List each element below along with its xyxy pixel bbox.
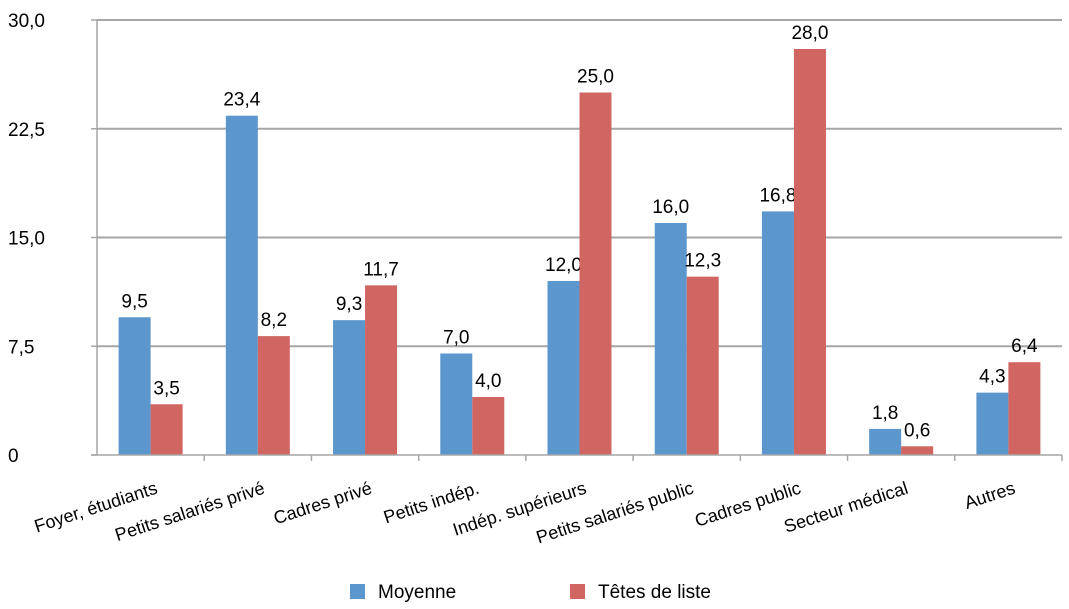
y-tick-label: 7,5	[8, 337, 34, 358]
data-label-moyenne-petits-indep: 7,0	[443, 328, 469, 349]
x-category-label-secteur-medical: Secteur médical	[781, 478, 910, 537]
legend-label-moyenne: Moyenne	[378, 582, 456, 603]
y-axis: 0 7,5 15,0 22,5 30,0	[8, 11, 98, 467]
data-label-moyenne-foyer-etudiants: 9,5	[121, 291, 147, 312]
bar-tetes-de-liste-foyer-etudiants	[150, 404, 183, 455]
data-label-moyenne-petits-salaries-public: 16,0	[652, 197, 689, 218]
bar-moyenne-cadres-public	[761, 211, 794, 455]
legend: Moyenne Têtes de liste	[350, 582, 711, 603]
data-label-moyenne-autres: 4,3	[979, 367, 1005, 388]
legend-swatch-tetes-de-liste	[570, 584, 585, 599]
x-category-label-autres: Autres	[962, 478, 1018, 513]
data-label-tetes-de-liste-secteur-medical: 0,6	[904, 420, 930, 441]
bar-moyenne-foyer-etudiants	[118, 317, 151, 455]
bar-moyenne-petits-salaries-public	[654, 223, 687, 455]
data-label-tetes-de-liste-indep-superieurs: 25,0	[577, 67, 614, 88]
bars: 9,5 3,5 23,4 8,2 9,311,7 7,0 4,0 12,0 25,0 16,0 12…	[118, 23, 1041, 455]
bar-moyenne-autres	[976, 392, 1009, 455]
bar-tetes-de-liste-secteur-medical	[901, 446, 934, 455]
bar-tetes-de-liste-autres	[1008, 362, 1041, 455]
bar-tetes-de-liste-cadres-prive	[365, 285, 398, 455]
bar-tetes-de-liste-cadres-public	[793, 49, 826, 455]
y-tick-label: 22,5	[8, 120, 45, 141]
y-tick-label: 30,0	[8, 11, 45, 32]
y-tick-label: 0	[8, 446, 19, 467]
data-label-tetes-de-liste-cadres-prive: 11,7	[363, 259, 399, 280]
x-category-label-cadres-prive: Cadres privé	[271, 478, 374, 529]
data-label-tetes-de-liste-petits-salaries-prive: 8,2	[261, 310, 287, 331]
bar-moyenne-secteur-medical	[869, 428, 902, 455]
data-label-moyenne-secteur-medical: 1,8	[872, 403, 898, 424]
bar-tetes-de-liste-petits-indep	[472, 397, 505, 455]
data-label-tetes-de-liste-autres: 6,4	[1011, 336, 1038, 357]
data-label-tetes-de-liste-foyer-etudiants: 3,5	[153, 378, 179, 399]
bar-moyenne-cadres-prive	[333, 320, 366, 455]
data-label-tetes-de-liste-cadres-public: 28,0	[791, 23, 828, 44]
bar-moyenne-petits-indep	[440, 353, 473, 455]
legend-label-tetes-de-liste: Têtes de liste	[598, 582, 711, 603]
data-label-moyenne-cadres-prive: 9,3	[336, 294, 362, 315]
bar-tetes-de-liste-indep-superieurs	[579, 92, 612, 455]
bar-moyenne-petits-salaries-prive	[225, 115, 258, 455]
bar-moyenne-indep-superieurs	[547, 281, 580, 455]
data-label-tetes-de-liste-petits-salaries-public: 12,3	[684, 251, 721, 272]
data-label-moyenne-indep-superieurs: 12,0	[545, 255, 582, 276]
data-label-moyenne-cadres-public: 16,8	[759, 185, 796, 206]
bar-tetes-de-liste-petits-salaries-prive	[257, 336, 290, 455]
data-label-moyenne-petits-salaries-prive: 23,4	[223, 90, 260, 111]
legend-swatch-moyenne	[350, 584, 365, 599]
data-label-tetes-de-liste-petits-indep: 4,0	[475, 371, 501, 392]
y-tick-label: 15,0	[8, 229, 45, 250]
bar-tetes-de-liste-petits-salaries-public	[686, 276, 719, 455]
